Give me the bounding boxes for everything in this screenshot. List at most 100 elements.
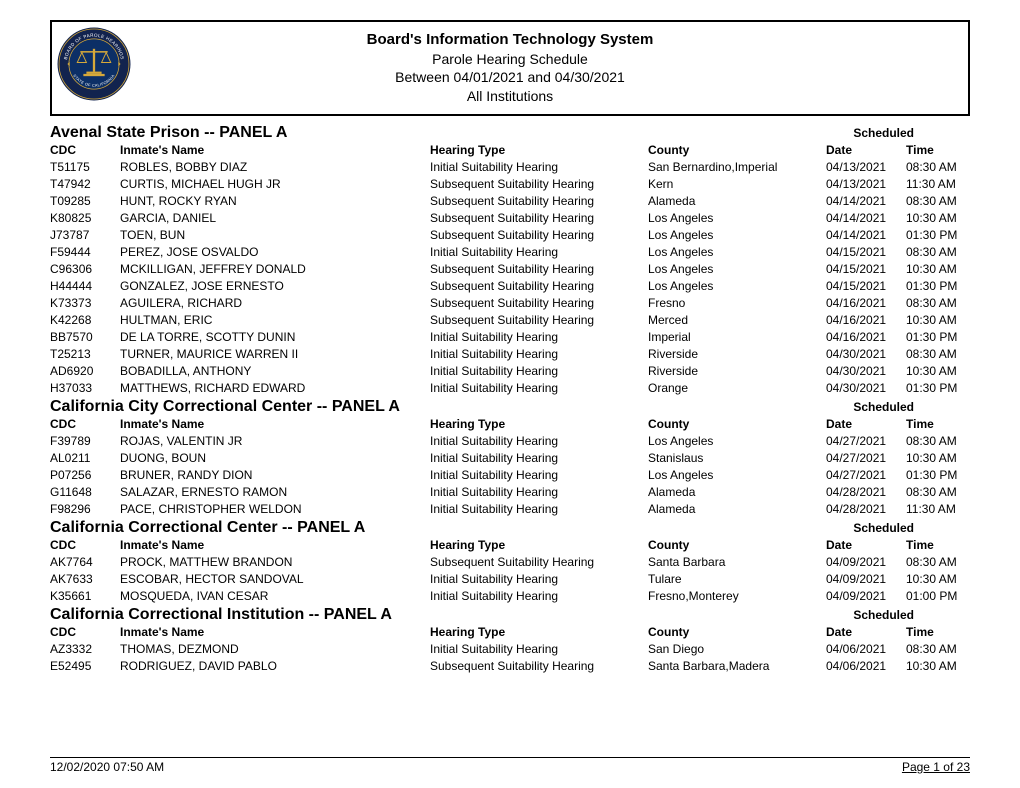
- section-title: California City Correctional Center -- P…: [50, 398, 400, 416]
- cell-time: 01:30 PM: [906, 379, 970, 396]
- cell-type: Initial Suitability Hearing: [430, 379, 648, 396]
- cell-type: Subsequent Suitability Hearing: [430, 294, 648, 311]
- cell-cdc: K35661: [50, 587, 120, 604]
- cell-name: THOMAS, DEZMOND: [120, 640, 430, 657]
- col-county: County: [648, 537, 826, 553]
- table-row: AK7633ESCOBAR, HECTOR SANDOVALInitial Su…: [50, 570, 970, 587]
- cell-county: Riverside: [648, 362, 826, 379]
- cell-name: RODRIGUEZ, DAVID PABLO: [120, 657, 430, 674]
- cell-cdc: K42268: [50, 311, 120, 328]
- cell-time: 08:30 AM: [906, 640, 970, 657]
- cell-type: Initial Suitability Hearing: [430, 449, 648, 466]
- cell-county: Tulare: [648, 570, 826, 587]
- table-row: T25213TURNER, MAURICE WARREN IIInitial S…: [50, 345, 970, 362]
- cell-county: Stanislaus: [648, 449, 826, 466]
- cell-type: Initial Suitability Hearing: [430, 362, 648, 379]
- table-header-row: CDCInmate's NameHearing TypeCountyDateTi…: [50, 624, 970, 640]
- cell-county: Fresno,Monterey: [648, 587, 826, 604]
- cell-type: Subsequent Suitability Hearing: [430, 657, 648, 674]
- table-row: K80825GARCIA, DANIELSubsequent Suitabili…: [50, 209, 970, 226]
- cell-county: Fresno: [648, 294, 826, 311]
- table-row: AZ3332THOMAS, DEZMONDInitial Suitability…: [50, 640, 970, 657]
- cell-name: ROJAS, VALENTIN JR: [120, 432, 430, 449]
- cell-cdc: H44444: [50, 277, 120, 294]
- cell-name: PACE, CHRISTOPHER WELDON: [120, 500, 430, 517]
- footer-page-number: Page 1 of 23: [902, 760, 970, 774]
- cell-cdc: T09285: [50, 192, 120, 209]
- cell-date: 04/14/2021: [826, 209, 906, 226]
- cell-type: Subsequent Suitability Hearing: [430, 311, 648, 328]
- table-row: T47942CURTIS, MICHAEL HUGH JRSubsequent …: [50, 175, 970, 192]
- cell-type: Initial Suitability Hearing: [430, 483, 648, 500]
- cell-county: Kern: [648, 175, 826, 192]
- cell-county: Santa Barbara: [648, 553, 826, 570]
- footer-timestamp: 12/02/2020 07:50 AM: [50, 760, 164, 774]
- cell-time: 08:30 AM: [906, 243, 970, 260]
- cell-date: 04/15/2021: [826, 260, 906, 277]
- col-cdc: CDC: [50, 142, 120, 158]
- cell-name: DUONG, BOUN: [120, 449, 430, 466]
- report-page: BOARD OF PAROLE HEARINGS STATE OF CALIFO…: [0, 0, 1020, 788]
- col-county: County: [648, 142, 826, 158]
- scheduled-label: Scheduled: [853, 608, 970, 622]
- cell-date: 04/27/2021: [826, 432, 906, 449]
- cell-cdc: BB7570: [50, 328, 120, 345]
- cell-name: SALAZAR, ERNESTO RAMON: [120, 483, 430, 500]
- col-name: Inmate's Name: [120, 537, 430, 553]
- cell-cdc: T47942: [50, 175, 120, 192]
- cell-time: 11:30 AM: [906, 175, 970, 192]
- table-row: H44444GONZALEZ, JOSE ERNESTOSubsequent S…: [50, 277, 970, 294]
- system-title: Board's Information Technology System: [52, 30, 968, 50]
- cell-county: Santa Barbara,Madera: [648, 657, 826, 674]
- cell-type: Initial Suitability Hearing: [430, 587, 648, 604]
- col-county: County: [648, 624, 826, 640]
- col-cdc: CDC: [50, 537, 120, 553]
- cell-type: Initial Suitability Hearing: [430, 432, 648, 449]
- cell-cdc: AK7764: [50, 553, 120, 570]
- col-cdc: CDC: [50, 416, 120, 432]
- cell-type: Initial Suitability Hearing: [430, 158, 648, 175]
- cell-time: 08:30 AM: [906, 192, 970, 209]
- cell-name: BRUNER, RANDY DION: [120, 466, 430, 483]
- section-title: Avenal State Prison -- PANEL A: [50, 124, 287, 142]
- col-time: Time: [906, 537, 970, 553]
- cell-county: Los Angeles: [648, 243, 826, 260]
- cell-cdc: AD6920: [50, 362, 120, 379]
- col-date: Date: [826, 416, 906, 432]
- cell-county: Los Angeles: [648, 209, 826, 226]
- cell-time: 10:30 AM: [906, 311, 970, 328]
- cell-cdc: G11648: [50, 483, 120, 500]
- cell-cdc: H37033: [50, 379, 120, 396]
- cell-time: 10:30 AM: [906, 260, 970, 277]
- cell-time: 01:30 PM: [906, 466, 970, 483]
- table-row: F39789ROJAS, VALENTIN JRInitial Suitabil…: [50, 432, 970, 449]
- cell-name: MOSQUEDA, IVAN CESAR: [120, 587, 430, 604]
- schedule-table: CDCInmate's NameHearing TypeCountyDateTi…: [50, 416, 970, 517]
- cell-date: 04/15/2021: [826, 243, 906, 260]
- section-title: California Correctional Institution -- P…: [50, 606, 392, 624]
- cell-type: Subsequent Suitability Hearing: [430, 260, 648, 277]
- cell-type: Initial Suitability Hearing: [430, 328, 648, 345]
- cell-time: 01:30 PM: [906, 328, 970, 345]
- col-date: Date: [826, 624, 906, 640]
- cell-name: AGUILERA, RICHARD: [120, 294, 430, 311]
- cell-cdc: F98296: [50, 500, 120, 517]
- cell-name: DE LA TORRE, SCOTTY DUNIN: [120, 328, 430, 345]
- cell-type: Subsequent Suitability Hearing: [430, 226, 648, 243]
- col-name: Inmate's Name: [120, 416, 430, 432]
- table-header-row: CDCInmate's NameHearing TypeCountyDateTi…: [50, 537, 970, 553]
- cell-type: Subsequent Suitability Hearing: [430, 553, 648, 570]
- cell-time: 10:30 AM: [906, 209, 970, 226]
- table-row: E52495RODRIGUEZ, DAVID PABLOSubsequent S…: [50, 657, 970, 674]
- cell-cdc: F59444: [50, 243, 120, 260]
- cell-name: TURNER, MAURICE WARREN II: [120, 345, 430, 362]
- cell-county: Los Angeles: [648, 277, 826, 294]
- cell-cdc: K80825: [50, 209, 120, 226]
- cell-date: 04/09/2021: [826, 570, 906, 587]
- cell-date: 04/06/2021: [826, 657, 906, 674]
- col-time: Time: [906, 416, 970, 432]
- cell-cdc: T25213: [50, 345, 120, 362]
- report-header-box: BOARD OF PAROLE HEARINGS STATE OF CALIFO…: [50, 20, 970, 116]
- cell-cdc: K73373: [50, 294, 120, 311]
- scheduled-label: Scheduled: [853, 521, 970, 535]
